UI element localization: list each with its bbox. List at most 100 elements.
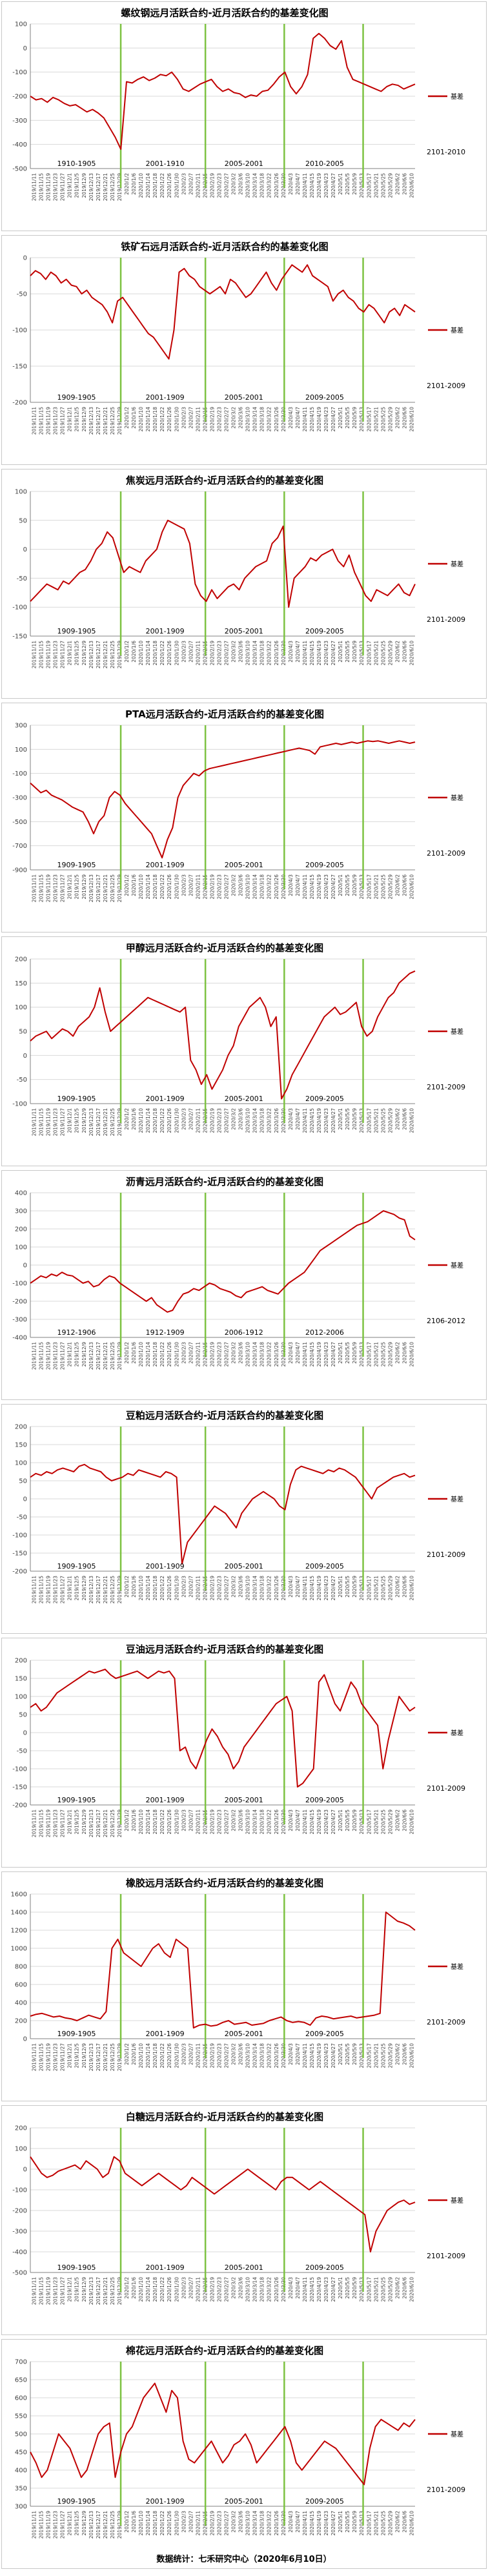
x-tick-label: 2020/6/2 [394, 1576, 400, 1598]
chart-title: 螺纹钢远月活跃合约-近月活跃合约的基差变化图 [121, 7, 328, 19]
x-tick-label: 2020/4/15 [309, 1809, 315, 1835]
x-tick-label: 2020/3/26 [274, 1342, 280, 1367]
x-tick-label: 2020/4/3 [288, 2043, 294, 2065]
x-tick-label: 2020/1/26 [167, 173, 172, 198]
period-label: 2009-2005 [305, 393, 344, 402]
x-tick-label: 2020/3/22 [267, 2511, 272, 2536]
x-tick-label: 2020/2/7 [188, 2043, 194, 2065]
x-tick-label: 2019/12/1 [67, 1342, 73, 1367]
x-tick-label: 2020/5/13 [359, 874, 365, 900]
x-tick-label: 2020/2/27 [224, 1342, 230, 1367]
x-tick-label: 2019/12/21 [103, 2043, 108, 2071]
x-tick-label: 2020/3/26 [274, 1809, 280, 1835]
x-tick-label: 2019/12/1 [67, 2511, 73, 2536]
chart-title: 甲醇远月活跃合约-近月活跃合约的基差变化图 [126, 942, 323, 954]
x-tick-label: 2020/3/18 [259, 173, 265, 198]
period-label: 2009-2005 [305, 2263, 344, 2272]
x-tick-label: 2020/6/2 [394, 1809, 400, 1831]
x-tick-label: 2020/2/11 [195, 2043, 201, 2068]
x-tick-label: 2020/1/18 [152, 2043, 158, 2068]
x-tick-label: 2020/4/3 [288, 173, 294, 195]
period-label: 1909-1905 [57, 1796, 96, 1804]
x-tick-label: 2020/1/30 [174, 2511, 179, 2536]
chart-svg: 豆粕远月活跃合约-近月活跃合约的基差变化图 -200 -150 -100 -50 0 50 1… [12, 1410, 465, 1603]
x-tick-label: 2020/5/21 [373, 407, 379, 432]
legend-label: 基差 [451, 2196, 463, 2205]
x-tick-label: 2020/5/25 [380, 1576, 386, 1601]
x-tick-label: 2020/4/15 [309, 2043, 315, 2068]
x-tick-label: 2020/2/23 [216, 2511, 222, 2536]
y-tick-label: -200 [12, 1569, 27, 1576]
x-tick-label: 2020/1/22 [159, 2043, 165, 2068]
x-tick-label: 2020/3/2 [231, 1342, 237, 1364]
x-tick-label: 2019/12/21 [103, 1809, 108, 1837]
x-tick-label: 2020/2/11 [195, 641, 201, 666]
x-tick-label: 2020/3/14 [252, 1342, 258, 1367]
x-tick-label: 2020/5/29 [387, 2511, 393, 2536]
x-tick-label: 2020/4/19 [316, 1108, 322, 1133]
x-tick-label: 2020/1/18 [152, 173, 158, 198]
x-tick-label: 2020/3/26 [274, 2043, 280, 2068]
x-tick-label: 2019/11/19 [46, 2277, 52, 2305]
x-tick-label: 2019/12/25 [110, 641, 116, 668]
x-tick-label: 2020/1/2 [124, 2511, 130, 2533]
x-tick-label: 2020/1/2 [124, 173, 130, 195]
x-tick-label: 2020/1/6 [131, 407, 137, 429]
x-tick-label: 2019/11/27 [60, 1809, 66, 1837]
chart-panel: 螺纹钢远月活跃合约-近月活跃合约的基差变化图 -500 -400 -300 -200 -1… [1, 1, 487, 231]
period-label: 2005-2001 [225, 2497, 263, 2506]
x-tick-label: 2020/2/11 [195, 2277, 201, 2302]
x-tick-label: 2020/5/29 [387, 173, 393, 198]
x-tick-label: 2019/12/5 [74, 2277, 80, 2302]
x-tick-label: 2020/1/30 [174, 1342, 179, 1367]
x-tick-label: 2020/4/7 [295, 1342, 301, 1364]
x-tick-label: 2020/6/10 [409, 1342, 414, 1367]
period-label: 2009-2005 [305, 1095, 344, 1103]
x-tick-label: 2020/1/18 [152, 1809, 158, 1835]
x-tick-label: 2020/5/29 [387, 1108, 393, 1133]
chart-panel: 橡胶远月活跃合约-近月活跃合约的基差变化图 0 200 400 600 800 1000 12… [1, 1871, 487, 2101]
x-tick-label: 2019/11/23 [53, 2277, 59, 2305]
x-tick-label: 2020/4/23 [323, 641, 329, 666]
legend-label: 基差 [451, 326, 463, 335]
x-tick-label: 2019/12/29 [117, 1809, 123, 1837]
y-tick-label: 450 [15, 2449, 27, 2457]
x-tick-label: 2020/4/27 [330, 2511, 336, 2536]
x-tick-label: 2019/12/1 [67, 2043, 73, 2068]
x-tick-label: 2020/1/26 [167, 1342, 172, 1367]
x-tick-label: 2019/12/5 [74, 407, 80, 432]
period-label: 1909-1905 [57, 861, 96, 869]
y-tick-label: 300 [15, 1208, 27, 1215]
x-tick-label: 2020/5/17 [366, 874, 372, 900]
x-tick-label: 2019/12/9 [81, 874, 87, 900]
x-tick-label: 2020/5/21 [373, 2277, 379, 2302]
period-label: 2010-2005 [305, 160, 344, 168]
x-tick-label: 2020/5/5 [345, 2043, 351, 2065]
x-tick-label: 2020/4/19 [316, 1576, 322, 1601]
x-tick-label: 2020/3/14 [252, 173, 258, 198]
x-tick-label: 2020/1/22 [159, 2511, 165, 2536]
x-tick-label: 2020/4/3 [288, 407, 294, 429]
x-tick-label: 2020/3/14 [252, 407, 258, 432]
x-tick-label: 2019/11/27 [60, 874, 66, 902]
period-label: 2005-2001 [225, 1562, 263, 1571]
x-tick-label: 2020/4/7 [295, 874, 301, 896]
x-tick-label: 2020/1/14 [145, 2043, 151, 2068]
y-tick-label: 200 [15, 1658, 27, 1665]
x-tick-label: 2020/5/29 [387, 407, 393, 432]
y-tick-label: -400 [12, 1335, 27, 1342]
x-tick-label: 2020/2/23 [216, 1576, 222, 1601]
x-tick-label: 2019/11/15 [39, 407, 45, 435]
x-tick-label: 2019/11/15 [39, 1809, 45, 1837]
x-tick-label: 2019/12/1 [67, 1576, 73, 1601]
x-tick-label: 2019/12/25 [110, 173, 116, 201]
x-tick-label: 2020/3/6 [238, 407, 244, 429]
x-tick-label: 2019/11/23 [53, 2511, 59, 2539]
x-tick-label: 2020/3/2 [231, 1576, 237, 1598]
legend-label: 基差 [451, 2430, 463, 2438]
x-tick-label: 2019/12/21 [103, 874, 108, 902]
x-tick-label: 2019/12/13 [88, 874, 94, 902]
x-tick-label: 2019/11/27 [60, 2511, 66, 2539]
x-tick-label: 2019/12/1 [67, 407, 73, 432]
y-tick-label: 600 [15, 1982, 27, 1989]
